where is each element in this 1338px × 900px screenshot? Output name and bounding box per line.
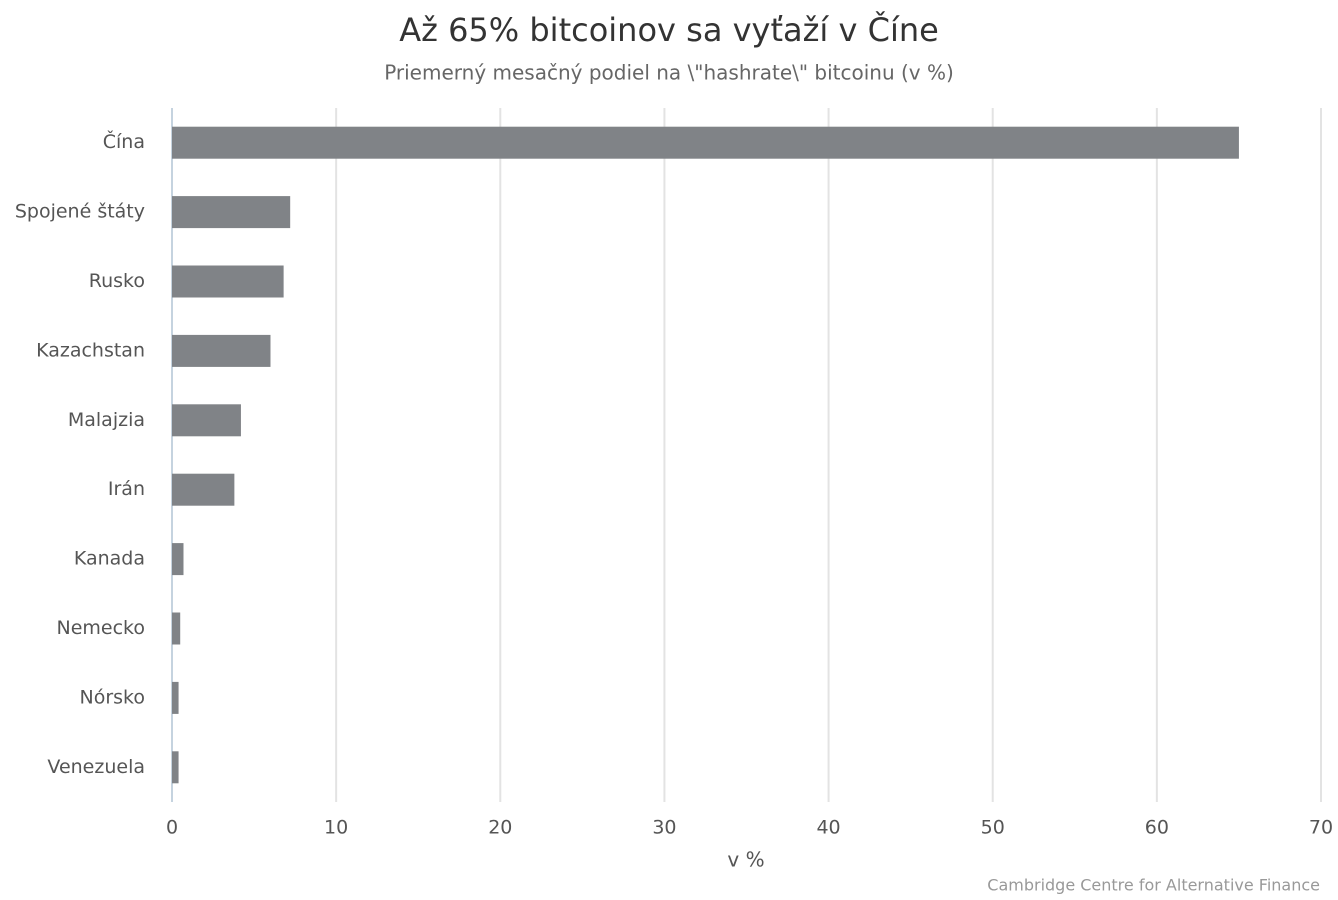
x-tick-label: 60 xyxy=(1145,817,1169,839)
bar xyxy=(172,543,184,576)
bar xyxy=(172,196,291,229)
bar xyxy=(172,681,179,714)
y-tick-label: Kazachstan xyxy=(36,339,145,361)
y-tick-label: Kanada xyxy=(74,548,145,570)
y-tick-label: Nórsko xyxy=(80,686,146,708)
source: Cambridge Centre for Alternative Finance xyxy=(987,876,1320,895)
bar xyxy=(172,126,1239,159)
x-tick-label: 20 xyxy=(488,817,512,839)
bar xyxy=(172,612,181,645)
bar xyxy=(172,751,179,784)
x-tick-label: 10 xyxy=(324,817,348,839)
y-tick-label: Malajzia xyxy=(68,409,145,431)
x-axis-title: v % xyxy=(727,848,764,872)
bar xyxy=(172,334,271,367)
x-tick-label: 70 xyxy=(1309,817,1333,839)
y-tick-label: Nemecko xyxy=(57,617,146,639)
y-tick-label: Rusko xyxy=(89,270,145,292)
chart-title: Až 65% bitcoinov sa vyťaží v Číne xyxy=(399,10,939,49)
x-tick-label: 50 xyxy=(981,817,1005,839)
x-tick-label: 40 xyxy=(816,817,840,839)
y-tick-label: Irán xyxy=(108,478,145,500)
bar xyxy=(172,473,235,506)
x-tick-label: 30 xyxy=(652,817,676,839)
bar xyxy=(172,265,284,298)
y-tick-label: Venezuela xyxy=(47,756,145,778)
bar xyxy=(172,404,241,437)
y-tick-label: Spojené štáty xyxy=(15,201,145,223)
y-tick-label: Čína xyxy=(103,129,145,153)
x-tick-label: 0 xyxy=(166,817,178,839)
chart-subtitle: Priemerný mesačný podiel na \"hashrate\"… xyxy=(384,61,954,85)
